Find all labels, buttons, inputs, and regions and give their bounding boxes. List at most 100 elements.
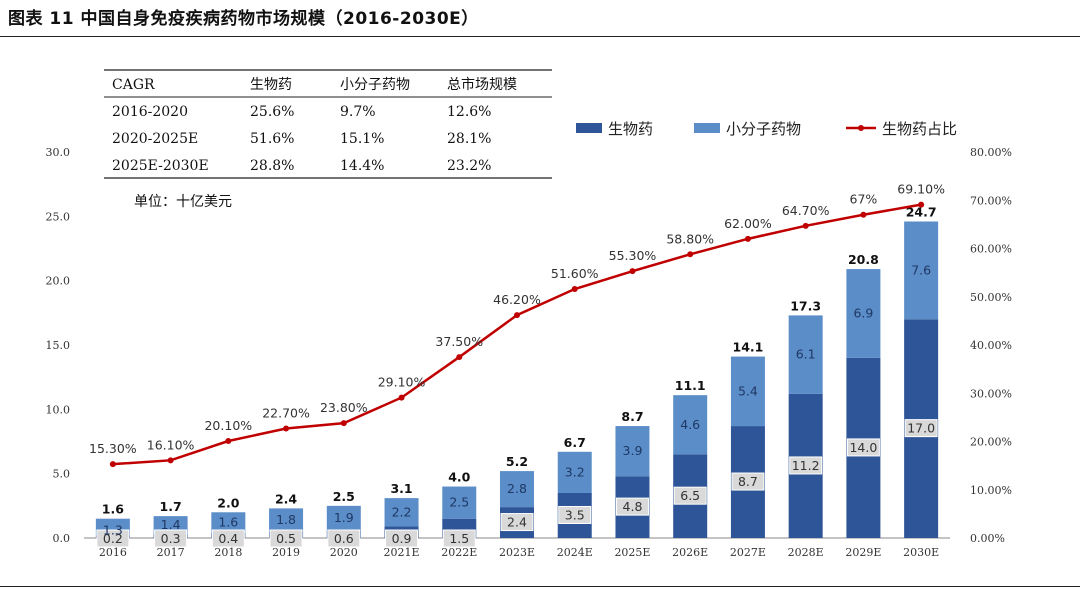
x-tick-label: 2024E (557, 546, 593, 559)
y2-tick-label: 0.00% (970, 532, 1005, 545)
share-point (571, 286, 578, 293)
share-point (514, 312, 520, 319)
x-tick-label: 2028E (788, 546, 824, 559)
bar-biologic-label: 14.0 (849, 440, 877, 455)
bar-total-label: 1.6 (102, 502, 124, 517)
y-tick-label: 15.0 (46, 339, 71, 352)
bar-small-molecule-label: 6.1 (796, 347, 816, 362)
bar-small-molecule (615, 426, 650, 477)
x-tick-label: 2020 (330, 546, 358, 559)
share-label: 64.70% (782, 203, 830, 218)
bar-small-molecule-label: 1.3 (103, 522, 123, 537)
legend-swatch-biologic (576, 123, 602, 133)
bar-biologic-label-box (96, 529, 130, 548)
x-tick-label: 2030E (903, 546, 939, 559)
bar-small-molecule-label: 2.2 (392, 504, 412, 519)
legend-swatch-share-marker (858, 125, 864, 131)
bar-biologic-label-box (211, 529, 245, 548)
share-point (340, 420, 347, 427)
bar-total-label: 2.4 (275, 491, 297, 506)
y2-tick-label: 80.00% (970, 146, 1012, 159)
bar-small-molecule-label: 3.9 (623, 443, 643, 458)
bar-small-molecule-label: 1.9 (334, 510, 354, 525)
y2-tick-label: 30.00% (970, 387, 1012, 400)
table-cell: 2025E-2030E (112, 158, 209, 174)
bar-total-label: 17.3 (790, 298, 821, 313)
bar-small-molecule-label: 3.2 (565, 464, 585, 479)
bar-biologic-label-box (269, 529, 303, 548)
share-label: 23.80% (320, 400, 368, 415)
x-tick-label: 2029E (845, 546, 881, 559)
bar-small-molecule (730, 356, 765, 427)
bar-total-label: 6.7 (564, 435, 586, 450)
bar-total-label: 1.7 (160, 499, 182, 514)
bar-small-molecule-label: 6.9 (853, 305, 873, 320)
bar-small-molecule (326, 505, 361, 531)
bar-biologic-label: 2.4 (507, 515, 527, 530)
share-label: 15.30% (89, 441, 137, 456)
share-point (109, 461, 116, 468)
share-point (629, 268, 636, 275)
bar-small-molecule (673, 395, 708, 455)
bar-total-label: 4.0 (448, 470, 470, 485)
table-cell: 28.8% (250, 158, 294, 174)
bar-small-molecule-label: 1.4 (161, 517, 181, 532)
share-label: 69.10% (897, 182, 945, 197)
x-tick-label: 2017 (157, 546, 185, 559)
bar-biologic-label-box (442, 529, 476, 548)
bar-biologic-label: 1.5 (449, 531, 469, 546)
title-rule (0, 36, 1080, 37)
y2-tick-label: 10.00% (970, 484, 1012, 497)
table-header-cell: 小分子药物 (340, 77, 410, 93)
table-cell: 12.6% (447, 104, 491, 120)
bar-biologic-label: 4.8 (623, 499, 643, 514)
y2-tick-label: 40.00% (970, 339, 1012, 352)
bar-total-label: 5.2 (506, 454, 528, 469)
bar-small-molecule (442, 486, 477, 519)
x-tick-label: 2019 (272, 546, 300, 559)
share-label: 46.20% (493, 292, 541, 307)
y-tick-label: 25.0 (46, 210, 71, 223)
y2-tick-label: 50.00% (970, 291, 1012, 304)
y-tick-label: 30.0 (46, 146, 71, 159)
share-point (918, 201, 925, 208)
table-cell: 51.6% (250, 131, 294, 147)
legend-swatch-small-molecule (694, 123, 720, 133)
bar-small-molecule (557, 451, 592, 493)
bar-biologic-label: 0.4 (218, 531, 238, 546)
bar-total-label: 14.1 (733, 340, 764, 355)
bar-biologic-label-box (846, 438, 880, 457)
y-tick-label: 10.0 (46, 403, 71, 416)
table-cell: 28.1% (447, 131, 491, 147)
bar-total-label: 3.1 (390, 481, 412, 496)
legend-label-share: 生物药占比 (882, 120, 957, 138)
bar-biologic-label-box (500, 513, 534, 532)
share-point (456, 354, 463, 361)
bar-biologic-label: 0.2 (103, 531, 123, 546)
bar-small-molecule-label: 2.5 (449, 495, 469, 510)
y2-tick-label: 70.00% (970, 194, 1012, 207)
x-tick-label: 2018 (214, 546, 242, 559)
table-cell: 15.1% (340, 131, 384, 147)
table-cell: 14.4% (340, 158, 384, 174)
share-point (744, 235, 751, 242)
bar-small-molecule (788, 315, 823, 394)
bar-biologic-label-box (731, 472, 765, 491)
table-header-cell: 总市场规模 (447, 76, 517, 93)
bar-total-label: 20.8 (848, 252, 879, 267)
bar-biologic-label: 11.2 (792, 458, 820, 473)
table-cell: 9.7% (340, 104, 376, 120)
bar-small-molecule (384, 498, 419, 527)
bar-small-molecule-label: 2.8 (507, 481, 527, 496)
bar-biologic-label-box (154, 529, 188, 548)
unit-note: 单位：十亿美元 (134, 194, 232, 210)
y2-tick-label: 60.00% (970, 243, 1012, 256)
bar-biologic-label-box (904, 419, 938, 438)
bar-biologic-label: 0.5 (276, 531, 296, 546)
share-label: 22.70% (262, 405, 310, 420)
y-tick-label: 0.0 (53, 532, 71, 545)
share-label: 58.80% (666, 231, 714, 246)
share-point (283, 425, 290, 432)
share-label: 16.10% (147, 437, 195, 452)
